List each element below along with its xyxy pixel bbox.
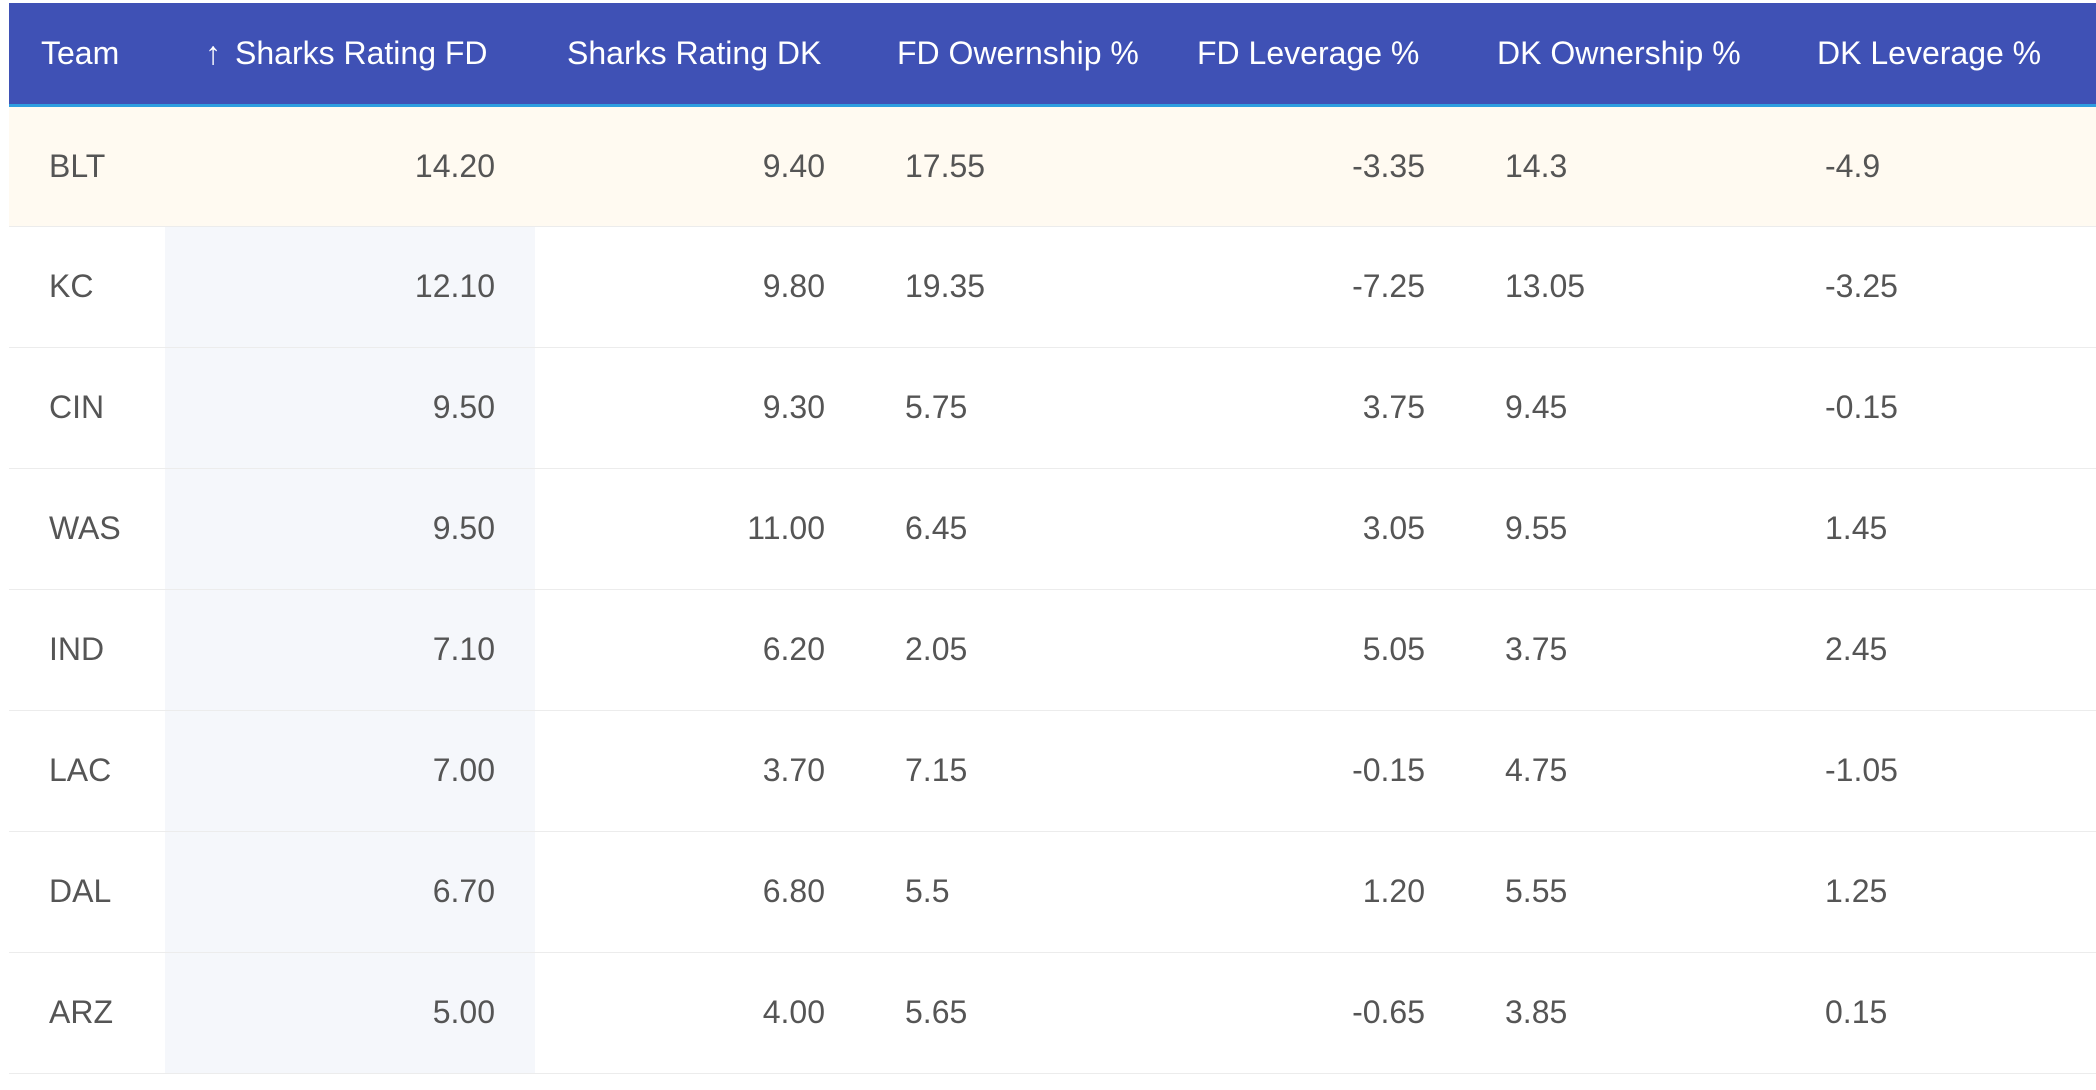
column-header-sharks-rating-dk[interactable]: Sharks Rating DK <box>535 3 865 107</box>
sharks-rating-dk-cell: 9.30 <box>762 389 825 425</box>
dk-leverage-cell: -3.25 <box>1825 268 1898 304</box>
column-header-label: DK Ownership % <box>1497 34 1741 71</box>
column-header-team[interactable]: Team <box>9 3 165 107</box>
fd-leverage-cell: -3.35 <box>1352 147 1425 184</box>
dk-ownership-cell: 13.05 <box>1505 268 1586 304</box>
table-row[interactable]: BLT 14.20 9.40 17.55 -3.35 14.3 -4.9 <box>9 105 2096 226</box>
fd-ownership-cell: 2.05 <box>905 631 968 667</box>
team-cell: KC <box>49 268 94 304</box>
dk-leverage-cell: -4.9 <box>1825 147 1881 184</box>
dk-leverage-cell: -0.15 <box>1825 389 1898 425</box>
fd-ownership-cell: 17.55 <box>905 147 986 184</box>
dk-ownership-cell: 14.3 <box>1505 147 1568 184</box>
sharks-rating-fd-cell: 7.10 <box>165 589 535 710</box>
column-header-label: Team <box>41 34 120 71</box>
fd-leverage-cell: 3.75 <box>1362 389 1425 425</box>
fd-leverage-cell: 5.05 <box>1362 631 1425 667</box>
column-header-dk-leverage[interactable]: DK Leverage % <box>1785 3 2096 107</box>
sharks-rating-fd-cell: 7.00 <box>165 710 535 831</box>
sharks-rating-dk-cell: 3.70 <box>762 752 825 788</box>
fd-leverage-cell: 3.05 <box>1362 510 1425 546</box>
sharks-rating-fd-cell: 12.10 <box>165 226 535 347</box>
table-row[interactable]: IND 7.10 6.20 2.05 5.05 3.75 2.45 <box>9 589 2096 710</box>
dk-ownership-cell: 5.55 <box>1505 873 1568 909</box>
table-row[interactable]: WAS 9.50 11.00 6.45 3.05 9.55 1.45 <box>9 468 2096 589</box>
team-cell: IND <box>49 631 105 667</box>
table-row[interactable]: KC 12.10 9.80 19.35 -7.25 13.05 -3.25 <box>9 226 2096 347</box>
column-header-label: DK Leverage % <box>1817 34 2042 71</box>
table-row[interactable]: ARZ 5.00 4.00 5.65 -0.65 3.85 0.15 <box>9 952 2096 1073</box>
sharks-rating-fd-cell: 6.70 <box>165 831 535 952</box>
dk-ownership-cell: 9.55 <box>1505 510 1568 546</box>
dk-ownership-cell: 9.45 <box>1505 389 1568 425</box>
data-table-container: Team ↑ Sharks Rating FD Sharks Rating DK … <box>9 3 2096 1090</box>
table-body: BLT 14.20 9.40 17.55 -3.35 14.3 -4.9 KC 12.10 9.8… <box>9 105 2096 1073</box>
sharks-rating-fd-cell: 5.00 <box>165 952 535 1073</box>
table-row[interactable]: DAL 6.70 6.80 5.5 1.20 5.55 1.25 <box>9 831 2096 952</box>
column-header-label: Sharks Rating FD <box>235 34 488 71</box>
dk-leverage-cell: 2.45 <box>1825 631 1888 667</box>
table-row[interactable]: CIN 9.50 9.30 5.75 3.75 9.45 -0.15 <box>9 347 2096 468</box>
sharks-rating-fd-cell: 14.20 <box>414 147 495 184</box>
dk-ownership-cell: 4.75 <box>1505 752 1568 788</box>
sharks-rating-dk-cell: 11.00 <box>747 510 825 546</box>
column-header-label: FD Owernship % <box>897 34 1139 71</box>
fd-ownership-cell: 5.5 <box>905 873 950 909</box>
fd-leverage-cell: 1.20 <box>1362 873 1425 909</box>
fd-ownership-cell: 6.45 <box>905 510 968 546</box>
team-cell: BLT <box>49 147 106 184</box>
sharks-rating-fd-cell: 9.50 <box>165 468 535 589</box>
fd-ownership-cell: 19.35 <box>905 268 986 304</box>
column-header-label: Sharks Rating DK <box>567 34 822 71</box>
dk-leverage-cell: 1.45 <box>1825 510 1888 546</box>
fd-ownership-cell: 7.15 <box>905 752 968 788</box>
sharks-rating-dk-cell: 6.80 <box>762 873 825 909</box>
fd-leverage-cell: -7.25 <box>1352 268 1425 304</box>
sharks-rating-dk-cell: 4.00 <box>762 994 825 1030</box>
arrow-up-icon[interactable]: ↑ <box>205 34 221 71</box>
column-header-fd-leverage[interactable]: FD Leverage % <box>1165 3 1465 107</box>
dk-ownership-cell: 3.75 <box>1505 631 1568 667</box>
column-header-dk-ownership[interactable]: DK Ownership % <box>1465 3 1785 107</box>
sharks-rating-dk-cell: 9.80 <box>762 268 825 304</box>
team-cell: ARZ <box>49 994 113 1030</box>
team-cell: WAS <box>49 510 121 546</box>
fd-leverage-cell: -0.65 <box>1352 994 1425 1030</box>
team-cell: CIN <box>49 389 105 425</box>
fd-ownership-cell: 5.75 <box>905 389 968 425</box>
column-header-fd-ownership[interactable]: FD Owernship % <box>865 3 1165 107</box>
team-ratings-table: Team ↑ Sharks Rating FD Sharks Rating DK … <box>9 3 2096 1074</box>
fd-ownership-cell: 5.65 <box>905 994 968 1030</box>
table-header-row: Team ↑ Sharks Rating FD Sharks Rating DK … <box>9 3 2096 107</box>
team-cell: LAC <box>49 752 112 788</box>
table-row[interactable]: LAC 7.00 3.70 7.15 -0.15 4.75 -1.05 <box>9 710 2096 831</box>
dk-leverage-cell: 0.15 <box>1825 994 1888 1030</box>
fd-leverage-cell: -0.15 <box>1352 752 1425 788</box>
sharks-rating-dk-cell: 9.40 <box>762 147 825 184</box>
dk-leverage-cell: 1.25 <box>1825 873 1888 909</box>
sharks-rating-fd-cell: 9.50 <box>165 347 535 468</box>
team-cell: DAL <box>49 873 112 909</box>
dk-ownership-cell: 3.85 <box>1505 994 1568 1030</box>
column-header-label: FD Leverage % <box>1197 34 1420 71</box>
dk-leverage-cell: -1.05 <box>1825 752 1898 788</box>
column-header-sharks-rating-fd[interactable]: ↑ Sharks Rating FD <box>165 3 535 107</box>
sharks-rating-dk-cell: 6.20 <box>762 631 825 667</box>
